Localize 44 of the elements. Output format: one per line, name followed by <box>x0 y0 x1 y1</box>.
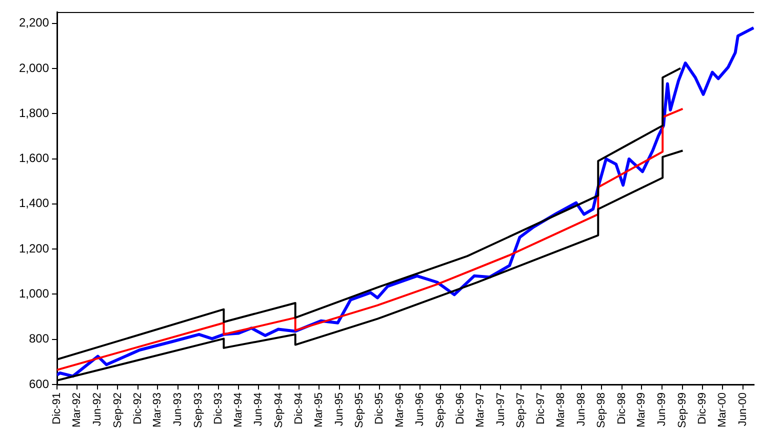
y-tick-label: 1,600 <box>18 151 50 166</box>
x-tick-label: Mar-96 <box>394 392 406 428</box>
x-tick-label: Jun-97 <box>494 392 507 426</box>
x-tick-label: Mar-97 <box>474 392 486 428</box>
x-tick-label: Mar-99 <box>636 392 648 428</box>
x-tick-label: Mar-92 <box>71 392 84 428</box>
y-tick-label: 2,000 <box>18 60 50 75</box>
x-tick-label: Mar-93 <box>152 392 164 428</box>
x-tick-label: Sep-97 <box>515 392 528 428</box>
x-tick-label: Jun-92 <box>91 392 104 426</box>
x-tick-label: Mar-00 <box>716 392 729 428</box>
x-tick-label: Dic-95 <box>374 392 386 424</box>
x-tick-label: Jun-95 <box>333 392 346 426</box>
x-tick-label: Mar-98 <box>555 392 568 428</box>
x-tick-label: Sep-99 <box>676 392 688 428</box>
y-tick-label: 1,200 <box>18 241 50 256</box>
x-tick-label: Dic-98 <box>616 392 628 424</box>
x-tick-label: Jun-93 <box>172 392 184 426</box>
x-tick-label: Sep-92 <box>112 392 124 428</box>
x-tick-label: Mar-94 <box>232 392 244 428</box>
x-tick-label: Dic-99 <box>696 392 708 424</box>
x-tick-label: Sep-96 <box>434 392 446 428</box>
y-tick-label: 1,400 <box>18 196 50 210</box>
x-tick-label: Dic-93 <box>212 392 224 424</box>
x-tick-label: Sep-95 <box>354 392 366 428</box>
x-tick-label: Jun-94 <box>252 392 265 426</box>
y-tick-label: 2,200 <box>18 16 50 30</box>
y-tick-label: 600 <box>28 376 50 391</box>
x-tick-label: Sep-98 <box>596 392 608 428</box>
x-tick-label: Dic-91 <box>51 392 64 424</box>
x-tick-label: Jun-98 <box>575 392 588 426</box>
y-tick-label: 1,000 <box>18 286 50 301</box>
x-tick-label: Jun-99 <box>656 392 668 426</box>
x-tick-label: Jun-00 <box>736 392 749 426</box>
x-tick-label: Dic-97 <box>535 392 548 424</box>
x-tick-label: Jun-96 <box>414 392 426 426</box>
x-tick-label: Sep-94 <box>273 392 286 428</box>
y-tick-label: 800 <box>28 332 50 346</box>
x-tick-label: Mar-95 <box>312 392 325 428</box>
x-tick-label: Dic-96 <box>454 392 467 424</box>
y-tick-label: 1,800 <box>18 106 50 120</box>
x-tick-label: Dic-94 <box>293 392 306 424</box>
x-tick-label: Sep-93 <box>192 392 204 428</box>
x-tick-label: Dic-92 <box>132 392 144 424</box>
